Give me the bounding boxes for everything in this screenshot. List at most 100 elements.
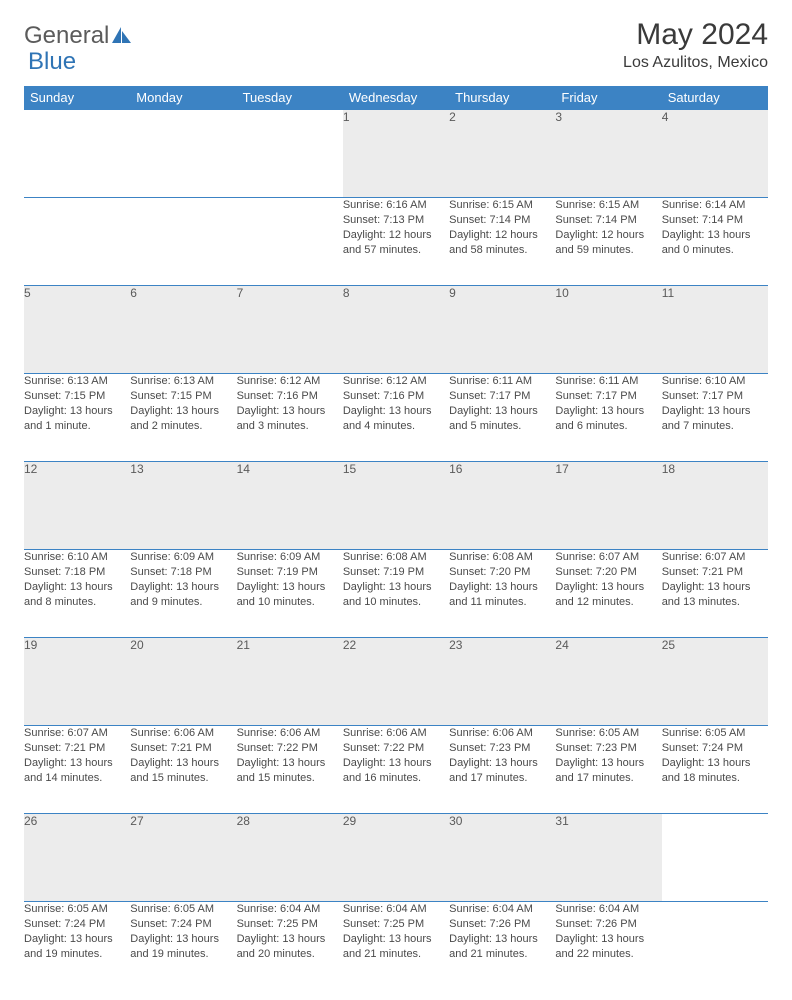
sunset-value: 7:19 PM bbox=[277, 566, 318, 578]
day-number-cell: 9 bbox=[449, 286, 555, 374]
sunrise-label: Sunrise: bbox=[555, 375, 598, 387]
sunset-label: Sunset: bbox=[237, 918, 277, 930]
sunrise-value: 6:07 AM bbox=[705, 551, 745, 563]
sunrise-label: Sunrise: bbox=[662, 727, 705, 739]
sunrise-label: Sunrise: bbox=[237, 903, 280, 915]
day-detail-cell: Sunrise: 6:08 AMSunset: 7:19 PMDaylight:… bbox=[343, 550, 449, 638]
sunrise-value: 6:16 AM bbox=[386, 199, 426, 211]
daylight-label: Daylight: bbox=[237, 933, 283, 945]
day-number-cell: 18 bbox=[662, 462, 768, 550]
day-detail-cell: Sunrise: 6:07 AMSunset: 7:20 PMDaylight:… bbox=[555, 550, 661, 638]
sunset-value: 7:21 PM bbox=[171, 742, 212, 754]
sunrise-label: Sunrise: bbox=[449, 727, 492, 739]
sunrise-value: 6:08 AM bbox=[493, 551, 533, 563]
sunrise-label: Sunrise: bbox=[130, 903, 173, 915]
day-detail-cell: Sunrise: 6:05 AMSunset: 7:24 PMDaylight:… bbox=[24, 902, 130, 990]
weekday-wed: Wednesday bbox=[343, 86, 449, 110]
day-number-cell: 24 bbox=[555, 638, 661, 726]
day-number-cell: 21 bbox=[237, 638, 343, 726]
week-detail-row: Sunrise: 6:05 AMSunset: 7:24 PMDaylight:… bbox=[24, 902, 768, 990]
sunrise-label: Sunrise: bbox=[662, 375, 705, 387]
sunrise-value: 6:05 AM bbox=[67, 903, 107, 915]
sunset-value: 7:16 PM bbox=[383, 390, 424, 402]
sunset-label: Sunset: bbox=[662, 566, 702, 578]
sunrise-label: Sunrise: bbox=[449, 199, 492, 211]
daylight-label: Daylight: bbox=[343, 229, 389, 241]
daylight-label: Daylight: bbox=[130, 757, 176, 769]
sunset-label: Sunset: bbox=[237, 390, 277, 402]
sunrise-value: 6:09 AM bbox=[280, 551, 320, 563]
week-daynum-row: 1234 bbox=[24, 110, 768, 198]
day-number-cell: 16 bbox=[449, 462, 555, 550]
sunset-value: 7:21 PM bbox=[702, 566, 743, 578]
sunrise-value: 6:06 AM bbox=[493, 727, 533, 739]
day-number-cell: 20 bbox=[130, 638, 236, 726]
sunrise-label: Sunrise: bbox=[237, 375, 280, 387]
day-number-cell: 6 bbox=[130, 286, 236, 374]
day-number-cell: 11 bbox=[662, 286, 768, 374]
sunrise-value: 6:07 AM bbox=[67, 727, 107, 739]
day-detail-cell: Sunrise: 6:09 AMSunset: 7:18 PMDaylight:… bbox=[130, 550, 236, 638]
day-detail-cell: Sunrise: 6:05 AMSunset: 7:24 PMDaylight:… bbox=[130, 902, 236, 990]
day-detail-cell: Sunrise: 6:12 AMSunset: 7:16 PMDaylight:… bbox=[237, 374, 343, 462]
sunrise-label: Sunrise: bbox=[343, 727, 386, 739]
weekday-fri: Friday bbox=[555, 86, 661, 110]
sunset-value: 7:16 PM bbox=[277, 390, 318, 402]
day-detail-cell: Sunrise: 6:05 AMSunset: 7:23 PMDaylight:… bbox=[555, 726, 661, 814]
daylight-label: Daylight: bbox=[343, 405, 389, 417]
sunset-value: 7:13 PM bbox=[383, 214, 424, 226]
day-number-cell bbox=[237, 110, 343, 198]
sunrise-label: Sunrise: bbox=[449, 551, 492, 563]
week-daynum-row: 19202122232425 bbox=[24, 638, 768, 726]
title-block: May 2024 Los Azulitos, Mexico bbox=[623, 18, 768, 72]
daylight-label: Daylight: bbox=[130, 933, 176, 945]
day-detail-cell: Sunrise: 6:16 AMSunset: 7:13 PMDaylight:… bbox=[343, 198, 449, 286]
day-detail-cell: Sunrise: 6:04 AMSunset: 7:25 PMDaylight:… bbox=[343, 902, 449, 990]
header: General May 2024 Los Azulitos, Mexico bbox=[24, 18, 768, 72]
sunset-label: Sunset: bbox=[130, 918, 170, 930]
sunset-value: 7:15 PM bbox=[64, 390, 105, 402]
sunset-label: Sunset: bbox=[449, 566, 489, 578]
page-subtitle: Los Azulitos, Mexico bbox=[623, 54, 768, 72]
daylight-label: Daylight: bbox=[449, 933, 495, 945]
sunset-label: Sunset: bbox=[449, 742, 489, 754]
sunrise-label: Sunrise: bbox=[555, 727, 598, 739]
day-detail-cell: Sunrise: 6:10 AMSunset: 7:18 PMDaylight:… bbox=[24, 550, 130, 638]
daylight-label: Daylight: bbox=[662, 229, 708, 241]
sunset-value: 7:17 PM bbox=[489, 390, 530, 402]
day-detail-cell: Sunrise: 6:06 AMSunset: 7:22 PMDaylight:… bbox=[237, 726, 343, 814]
day-number-cell: 26 bbox=[24, 814, 130, 902]
sunset-label: Sunset: bbox=[343, 566, 383, 578]
sunrise-label: Sunrise: bbox=[449, 903, 492, 915]
weekday-thu: Thursday bbox=[449, 86, 555, 110]
sunset-label: Sunset: bbox=[130, 390, 170, 402]
logo-text-1: General bbox=[24, 22, 109, 50]
day-detail-cell: Sunrise: 6:06 AMSunset: 7:22 PMDaylight:… bbox=[343, 726, 449, 814]
sunset-label: Sunset: bbox=[343, 918, 383, 930]
day-detail-cell: Sunrise: 6:12 AMSunset: 7:16 PMDaylight:… bbox=[343, 374, 449, 462]
day-number-cell: 1 bbox=[343, 110, 449, 198]
weekday-sat: Saturday bbox=[662, 86, 768, 110]
sunset-value: 7:23 PM bbox=[596, 742, 637, 754]
weekday-tue: Tuesday bbox=[237, 86, 343, 110]
sunrise-value: 6:04 AM bbox=[599, 903, 639, 915]
sunrise-value: 6:04 AM bbox=[280, 903, 320, 915]
daylight-label: Daylight: bbox=[24, 933, 70, 945]
sunset-label: Sunset: bbox=[449, 214, 489, 226]
sunrise-label: Sunrise: bbox=[130, 375, 173, 387]
sunset-label: Sunset: bbox=[449, 390, 489, 402]
sunset-label: Sunset: bbox=[555, 918, 595, 930]
sunset-label: Sunset: bbox=[24, 918, 64, 930]
daylight-label: Daylight: bbox=[662, 581, 708, 593]
day-number-cell: 29 bbox=[343, 814, 449, 902]
day-number-cell bbox=[130, 110, 236, 198]
day-number-cell bbox=[24, 110, 130, 198]
day-detail-cell bbox=[662, 902, 768, 990]
sunset-value: 7:19 PM bbox=[383, 566, 424, 578]
day-detail-cell bbox=[24, 198, 130, 286]
sunset-label: Sunset: bbox=[662, 742, 702, 754]
day-detail-cell: Sunrise: 6:10 AMSunset: 7:17 PMDaylight:… bbox=[662, 374, 768, 462]
week-daynum-row: 567891011 bbox=[24, 286, 768, 374]
sunrise-value: 6:13 AM bbox=[174, 375, 214, 387]
sunrise-value: 6:12 AM bbox=[386, 375, 426, 387]
